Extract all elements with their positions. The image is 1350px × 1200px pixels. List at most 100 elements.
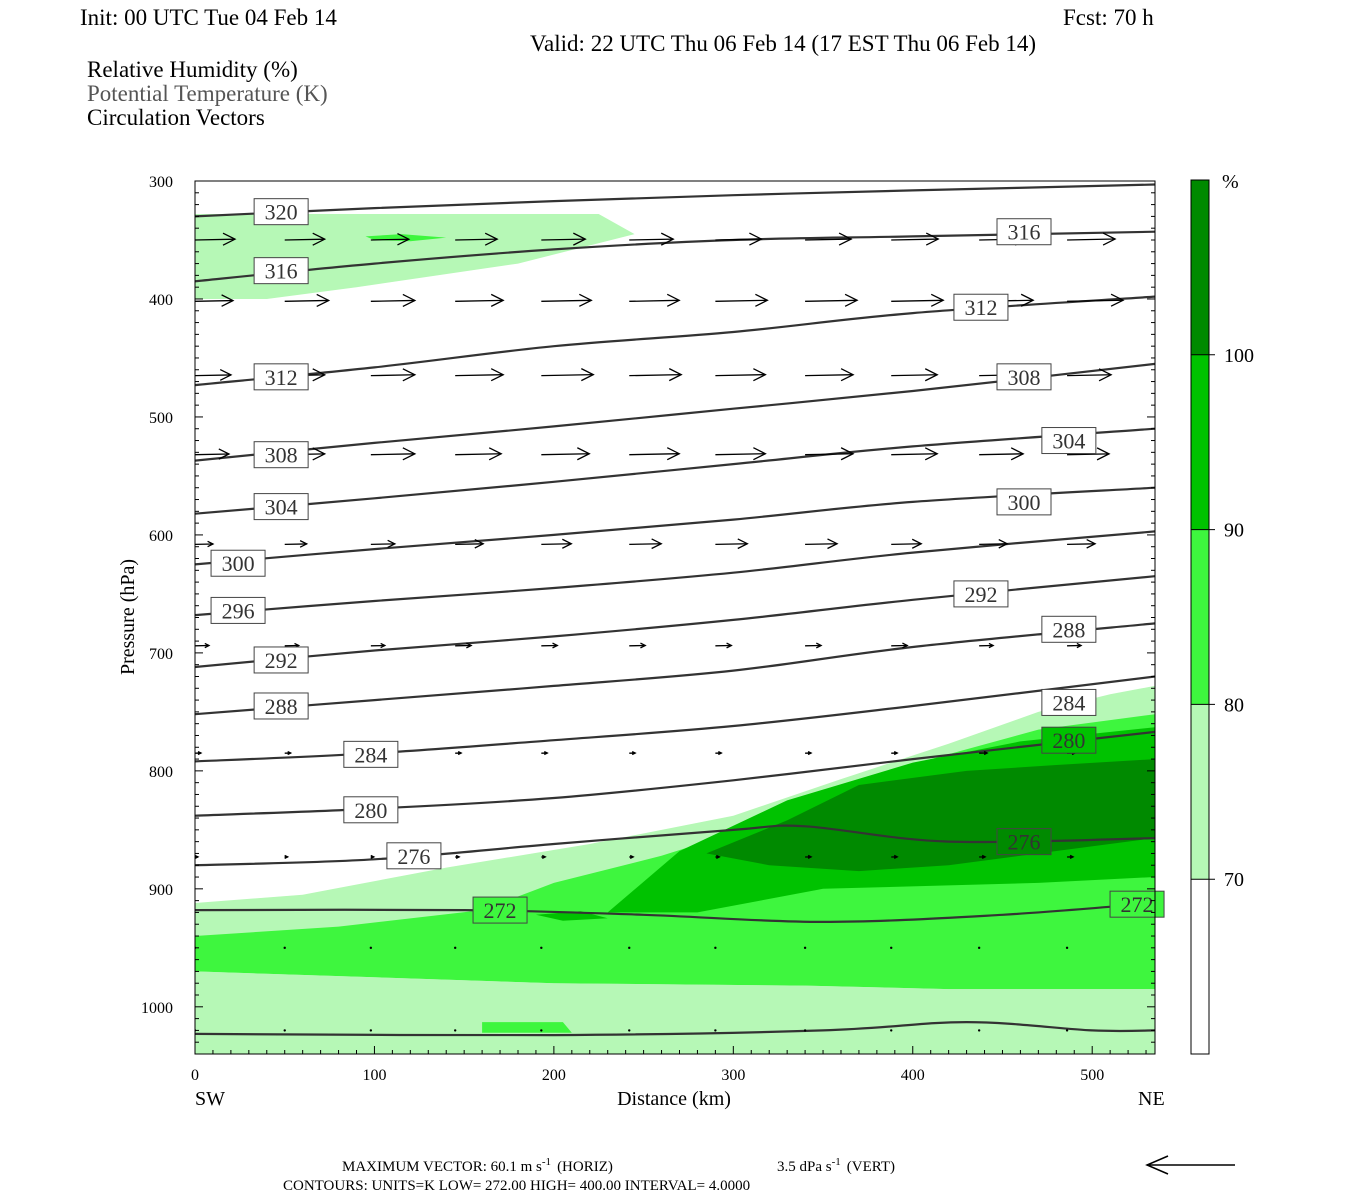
wind-vector (370, 854, 376, 860)
svg-text:320: 320 (265, 200, 298, 225)
isentrope-label: 288 (253, 692, 309, 720)
y-tick-label: 400 (149, 292, 173, 309)
wind-vector (455, 447, 503, 461)
colorbar-swatch (1191, 704, 1209, 880)
y-axis-label: Pressure (hPa) (117, 559, 139, 675)
wind-vector (628, 946, 631, 950)
wind-vector (1065, 1029, 1069, 1032)
wind-vector (195, 642, 211, 649)
wind-vector (1067, 854, 1075, 859)
isentrope-268 (195, 1020, 1155, 1037)
wind-vector (805, 447, 855, 461)
y-axis-ticks: 300 400 500 600 700 800 900 1000 (141, 174, 1155, 1043)
isentrope-label: 300 (996, 488, 1052, 516)
plot-area: 272 2722762762802802842842882882922922963… (141, 174, 1165, 1084)
wind-vector (370, 447, 417, 461)
field-label-vectors: Circulation Vectors (87, 105, 265, 130)
wind-vector (284, 540, 309, 548)
forecast-hour: Fcst: 70 h (1063, 5, 1154, 30)
isentrope-320 (195, 183, 1155, 218)
svg-text:316: 316 (265, 259, 298, 284)
isentrope-288 (195, 622, 1155, 716)
wind-vector (891, 232, 940, 246)
isentrope-label: 292 (953, 580, 1009, 608)
wind-vector (715, 368, 767, 382)
wind-vector (891, 750, 899, 756)
wind-vector (195, 540, 215, 548)
svg-text:308: 308 (265, 443, 298, 468)
wind-vector (195, 750, 203, 756)
wind-vector (805, 293, 859, 307)
wind-vector (1067, 447, 1111, 461)
wind-vector (284, 293, 331, 308)
isentrope-292 (195, 575, 1155, 669)
wind-vector (284, 750, 293, 756)
wind-vector (803, 946, 807, 950)
wind-vector (541, 232, 587, 246)
svg-text:3.5 dPa s-1(VERT): 3.5 dPa s-1 (VERT) (777, 1156, 895, 1175)
wind-vector (805, 232, 853, 246)
wind-vector (805, 854, 813, 859)
wind-vector (979, 642, 995, 649)
wind-vector (891, 293, 945, 307)
wind-vector (195, 294, 235, 307)
sw-end-label: SW (195, 1088, 225, 1110)
wind-vector (805, 642, 823, 649)
y-tick-label: 600 (149, 528, 173, 545)
isentrope-308 (195, 362, 1155, 462)
wind-vector (1067, 539, 1097, 549)
isentrope-label: 316 (996, 218, 1052, 246)
wind-vector (890, 1029, 893, 1032)
wind-vector (977, 946, 981, 950)
isentrope-labels: 272 272 276 276 280 280 284 284 288 288 292 292 296 3… (210, 198, 1165, 924)
wind-vector (1067, 293, 1125, 307)
wind-vector (541, 538, 573, 549)
isentrope-label: 312 (253, 363, 309, 391)
x-tick-label: 200 (542, 1067, 566, 1084)
wind-vector (629, 642, 647, 649)
wind-vector (455, 539, 485, 549)
wind-vector (455, 642, 473, 649)
isentrope-label: 308 (253, 441, 309, 469)
svg-text:280: 280 (354, 798, 387, 823)
svg-text:300: 300 (222, 551, 255, 576)
reference-vector-arrow (1145, 1155, 1235, 1175)
wind-vector (715, 750, 723, 756)
isentrope-label: 292 (253, 646, 309, 674)
wind-vector (370, 293, 417, 308)
isentrope-label: 316 (253, 257, 309, 285)
wind-vector (455, 368, 505, 382)
wind-vector (628, 1029, 631, 1032)
wind-vector (629, 368, 683, 382)
colorbar-swatch (1191, 180, 1209, 355)
y-tick-label: 700 (149, 646, 173, 663)
isentrope-label: 280 (1041, 726, 1097, 754)
x-tick-label: 100 (362, 1067, 386, 1084)
wind-vector (370, 642, 387, 649)
svg-text:296: 296 (222, 598, 255, 623)
svg-text:276: 276 (1008, 830, 1041, 855)
isentrope-label: 288 (1041, 615, 1097, 643)
wind-vector (803, 1029, 807, 1032)
svg-text:276: 276 (397, 844, 430, 869)
colorbar-level-label: 80 (1224, 694, 1244, 716)
isentrope-316 (195, 230, 1155, 283)
colorbar-level-label: 70 (1224, 869, 1244, 891)
valid-time: Valid: 22 UTC Thu 06 Feb 14 (17 EST Thu … (530, 31, 1036, 56)
x-tick-label: 400 (901, 1067, 925, 1084)
wind-vector (891, 642, 909, 649)
isentrope-296 (195, 530, 1155, 617)
isentrope-lines (195, 183, 1155, 1037)
y-tick-label: 1000 (141, 1000, 173, 1017)
wind-vector (715, 293, 769, 307)
field-label-theta: Potential Temperature (K) (87, 81, 328, 106)
isentrope-label: 284 (1041, 688, 1097, 716)
wind-vector (890, 946, 893, 950)
colorbar-swatch (1191, 879, 1209, 1054)
init-time: Init: 00 UTC Tue 04 Feb 14 (80, 5, 337, 30)
svg-text:280: 280 (1052, 728, 1085, 753)
wind-vector (455, 750, 463, 756)
wind-vector (283, 946, 286, 950)
y-tick-label: 900 (149, 882, 173, 899)
